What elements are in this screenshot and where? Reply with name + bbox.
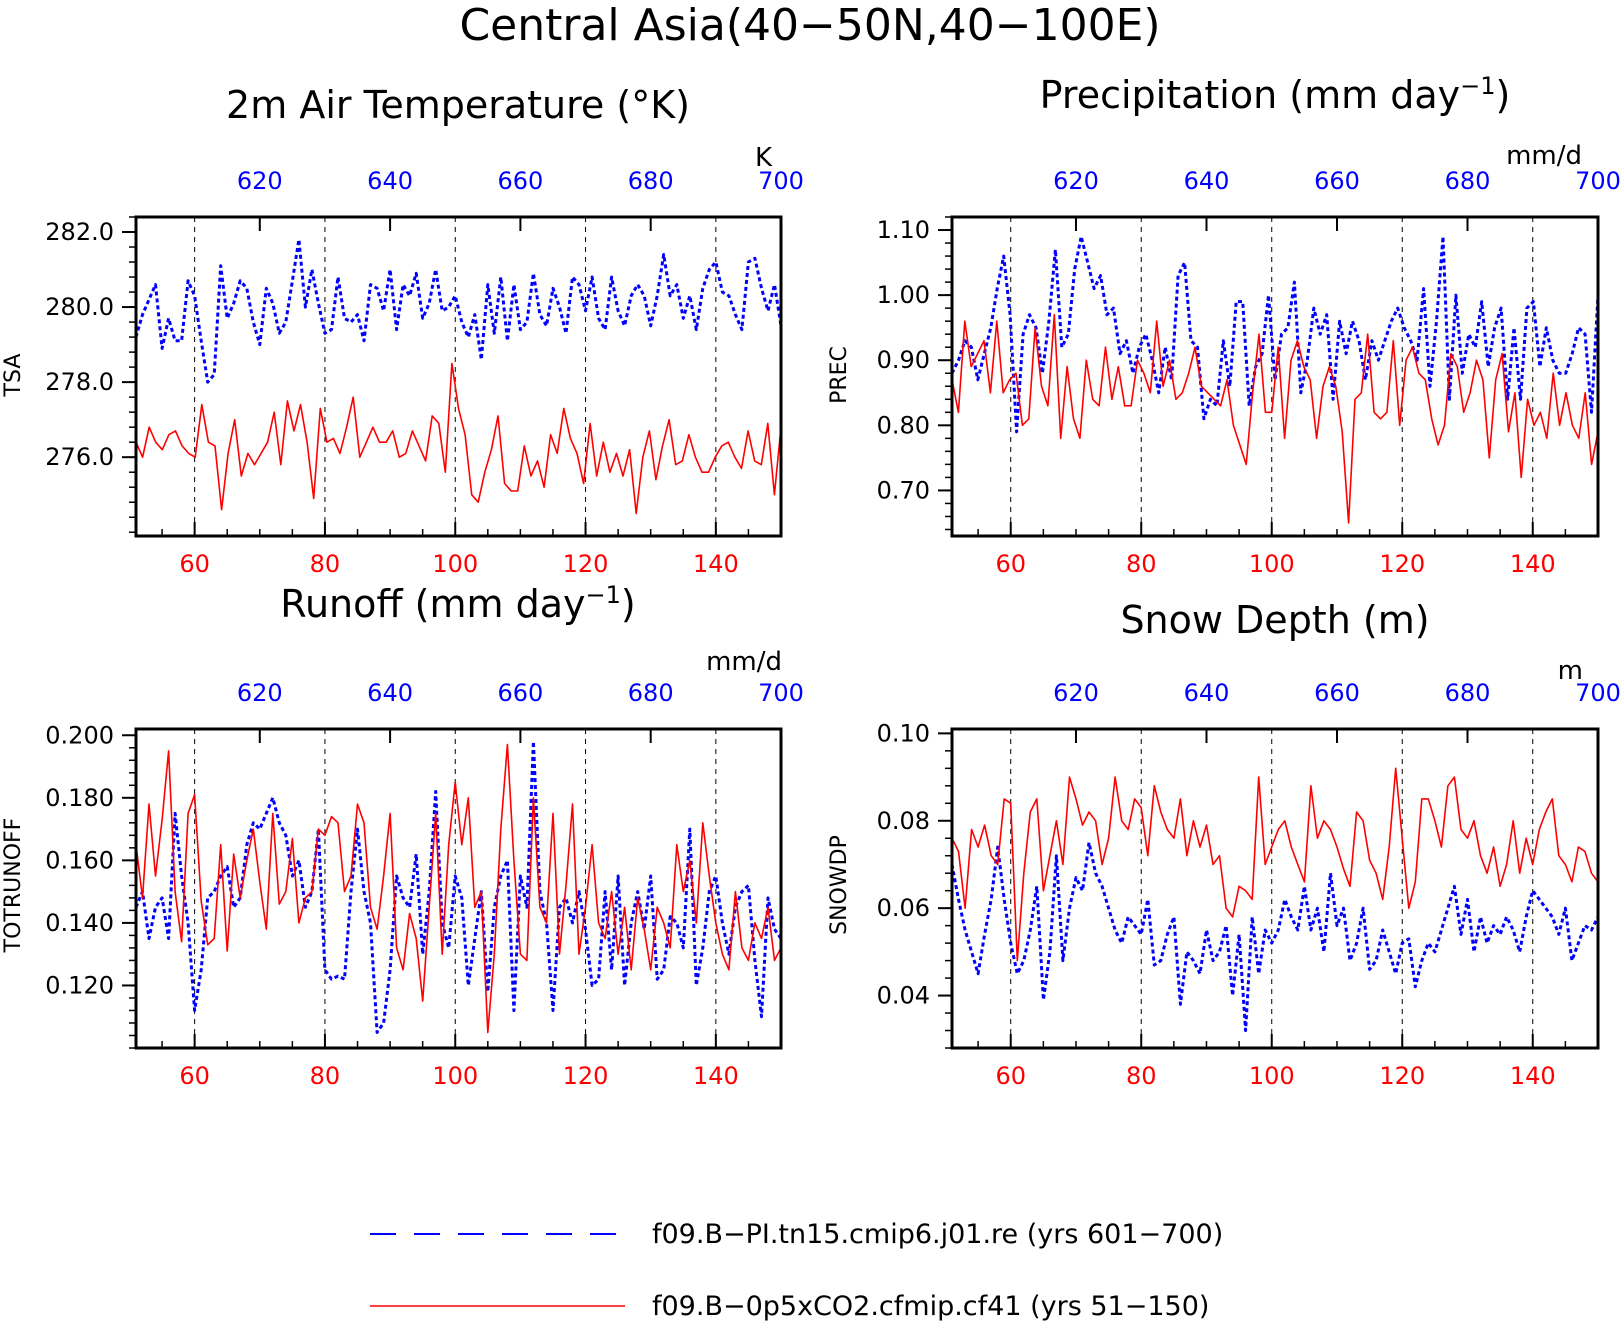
y-axis-label: TOTRUNOFF	[1, 818, 26, 954]
x-tick-label-top: 660	[497, 679, 543, 707]
x-tick-label-bottom: 120	[1379, 550, 1425, 578]
x-tick-label-top: 640	[1184, 679, 1230, 707]
x-tick-label-top: 660	[1314, 167, 1360, 195]
x-tick-label-bottom: 60	[995, 1062, 1026, 1090]
units-label: mm/d	[706, 647, 782, 677]
x-tick-label-top: 660	[1314, 679, 1360, 707]
x-tick-label-top: 640	[1184, 167, 1230, 195]
x-tick-label-bottom: 80	[310, 550, 341, 578]
y-tick-label: 0.06	[877, 894, 930, 922]
y-tick-label: 0.04	[877, 982, 930, 1010]
series-line-control	[950, 841, 1600, 1032]
panel-title-text: Precipitation (mm day	[1040, 73, 1460, 117]
x-tick-label-bottom: 100	[1249, 1062, 1295, 1090]
x-tick-label-top: 640	[367, 679, 413, 707]
plot-frame	[950, 727, 1600, 1050]
chart-panel-2: Precipitation (mm day−1) mm/d PREC 60 80 100 1…	[827, 72, 1621, 578]
x-tick-label-bottom: 140	[693, 550, 739, 578]
x-tick-label-bottom: 60	[995, 550, 1026, 578]
panel-title-text: Runoff (mm day	[280, 582, 585, 626]
y-axis-label: SNOWDP	[827, 835, 852, 935]
x-tick-label-bottom: 80	[310, 1062, 341, 1090]
legend: f09.B−PI.tn15.cmip6.j01.re (yrs 601−700)…	[370, 1219, 1223, 1322]
x-tick-label-bottom: 60	[179, 550, 210, 578]
x-tick-label-bottom: 120	[1379, 1062, 1425, 1090]
y-axis-label: PREC	[827, 346, 852, 404]
x-tick-label-top: 680	[628, 167, 674, 195]
x-tick-label-top: 680	[628, 679, 674, 707]
panel-title-text: Snow Depth (m)	[1120, 598, 1429, 642]
y-axis-label: TSA	[1, 354, 26, 398]
x-tick-label-top: 620	[237, 167, 283, 195]
y-tick-label: 0.180	[45, 784, 114, 812]
y-tick-label: 0.08	[877, 807, 930, 835]
panel-title: Snow Depth (m)	[1120, 598, 1429, 642]
x-tick-label-top: 640	[367, 167, 413, 195]
main-title: Central Asia(40−50N,40−100E)	[459, 0, 1160, 51]
panels: 2m Air Temperature (°K) K TSA 60 80 100 120 140…	[1, 72, 1621, 1090]
x-tick-label-top: 680	[1445, 679, 1491, 707]
x-tick-label-top: 660	[497, 167, 543, 195]
x-tick-label-bottom: 100	[432, 1062, 478, 1090]
x-tick-label-bottom: 120	[563, 550, 609, 578]
plot-frame	[950, 215, 1600, 538]
plot-frame	[134, 727, 783, 1050]
chart-panel-3: Runoff (mm day−1) mm/d TOTRUNOFF 60 80 100 120…	[1, 581, 804, 1090]
panel-title: 2m Air Temperature (°K)	[226, 83, 690, 127]
series-line-experiment	[951, 767, 1599, 962]
panel-title-superscript: −1	[1460, 72, 1495, 100]
y-tick-label: 280.0	[45, 293, 114, 321]
x-tick-label-top: 700	[1575, 167, 1621, 195]
x-tick-label-bottom: 80	[1126, 550, 1157, 578]
y-tick-label: 276.0	[45, 443, 114, 471]
x-tick-label-bottom: 140	[1510, 550, 1556, 578]
y-tick-label: 0.90	[877, 346, 930, 374]
x-tick-label-top: 700	[758, 679, 804, 707]
y-tick-label: 0.140	[45, 909, 114, 937]
series-line-control	[134, 238, 783, 384]
y-tick-label: 278.0	[45, 368, 114, 396]
legend-control-label: f09.B−PI.tn15.cmip6.j01.re (yrs 601−700)	[652, 1219, 1223, 1250]
panel-title-text: 2m Air Temperature (°K)	[226, 83, 690, 127]
y-tick-label: 1.10	[877, 216, 930, 244]
x-tick-label-bottom: 120	[563, 1062, 609, 1090]
x-tick-label-bottom: 140	[1510, 1062, 1556, 1090]
chart-panel-1: 2m Air Temperature (°K) K TSA 60 80 100 120 140…	[1, 83, 804, 578]
y-tick-label: 282.0	[45, 218, 114, 246]
series-line-experiment	[135, 362, 782, 515]
x-tick-label-bottom: 60	[179, 1062, 210, 1090]
legend-experiment-label: f09.B−0p5xCO2.cfmip.cf41 (yrs 51−150)	[652, 1291, 1209, 1322]
x-tick-label-top: 680	[1445, 167, 1491, 195]
y-tick-label: 0.200	[45, 721, 114, 749]
panel-title-superscript: −1	[586, 581, 621, 609]
x-tick-label-bottom: 140	[693, 1062, 739, 1090]
y-tick-label: 0.160	[45, 846, 114, 874]
series-line-experiment	[951, 313, 1599, 524]
x-tick-label-top: 620	[237, 679, 283, 707]
y-tick-label: 1.00	[877, 281, 930, 309]
plot-frame	[134, 215, 783, 538]
y-tick-label: 0.70	[877, 476, 930, 504]
panel-title-end: )	[621, 582, 636, 626]
x-tick-label-bottom: 80	[1126, 1062, 1157, 1090]
x-tick-label-bottom: 100	[1249, 550, 1295, 578]
x-tick-label-top: 700	[758, 167, 804, 195]
units-label: K	[755, 143, 773, 173]
y-tick-label: 0.10	[877, 719, 930, 747]
panel-title-end: )	[1496, 73, 1511, 117]
x-tick-label-top: 620	[1053, 679, 1099, 707]
units-label: m	[1558, 656, 1583, 686]
x-tick-label-top: 620	[1053, 167, 1099, 195]
y-tick-label: 0.120	[45, 971, 114, 999]
y-tick-label: 0.80	[877, 411, 930, 439]
x-tick-label-bottom: 100	[432, 550, 478, 578]
units-label: mm/d	[1506, 141, 1582, 171]
series-line-control	[134, 740, 783, 1034]
x-tick-label-top: 700	[1575, 679, 1621, 707]
panel-title: Precipitation (mm day−1)	[1040, 72, 1511, 117]
series-line-experiment	[135, 743, 782, 1034]
panel-title: Runoff (mm day−1)	[280, 581, 635, 626]
chart-panel-4: Snow Depth (m) m SNOWDP 60 80 100 120 140 620 640…	[827, 598, 1621, 1090]
